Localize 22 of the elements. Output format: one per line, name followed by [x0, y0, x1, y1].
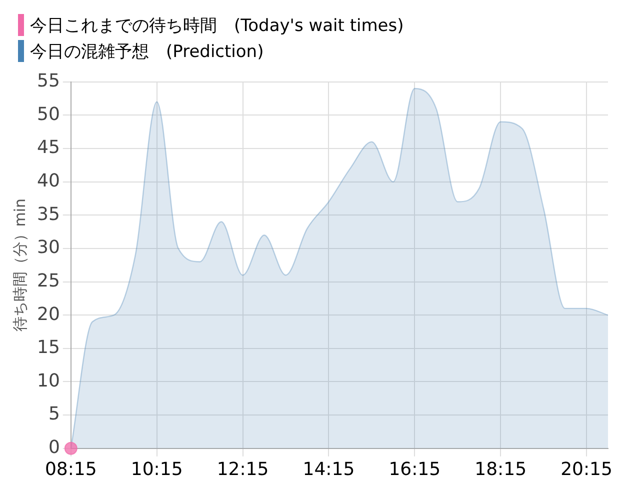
y-tick-label: 35	[37, 204, 60, 225]
y-tick-label: 30	[37, 237, 60, 258]
x-tick-label: 14:15	[302, 458, 355, 480]
y-tick-label: 45	[37, 137, 60, 158]
x-tick-label: 10:15	[130, 458, 183, 480]
x-tick-label: 20:15	[560, 458, 612, 480]
y-tick-label: 0	[48, 437, 60, 458]
y-tick-label: 55	[37, 70, 60, 92]
x-tick-label: 12:15	[216, 458, 269, 480]
y-tick-label: 25	[37, 270, 60, 292]
y-axis-title: 待ち時間（分）min	[10, 198, 29, 332]
y-tick-label: 10	[37, 370, 60, 392]
y-tick-label: 15	[37, 337, 60, 358]
y-tick-label: 20	[37, 304, 60, 325]
y-tick-label: 5	[48, 404, 60, 425]
y-tick-label: 50	[37, 104, 60, 125]
x-tick-label: 18:15	[474, 458, 527, 480]
legend-label: 今日の混雑予想 (Prediction)	[30, 40, 264, 62]
y-tick-label: 40	[37, 170, 60, 192]
legend-label: 今日これまでの待ち時間 (Today's wait times)	[30, 14, 404, 36]
x-tick-label: 16:15	[388, 458, 441, 480]
x-tick-label: 08:15	[44, 458, 97, 480]
